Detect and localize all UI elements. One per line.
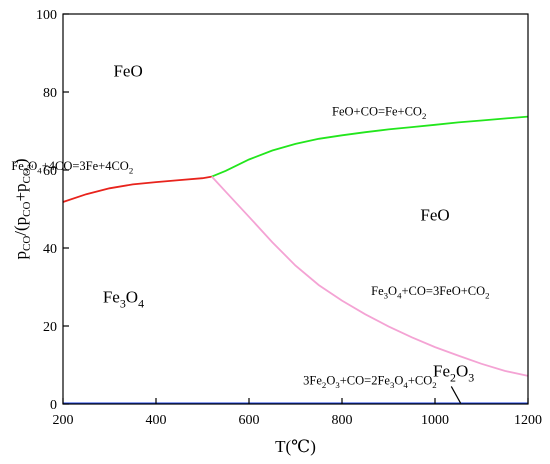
annotation-region-feo-top: FeO <box>113 61 142 80</box>
x-tick-label: 800 <box>332 413 353 428</box>
y-label-sub-co-2: CO <box>21 201 33 216</box>
series-fe3o4-fe <box>62 175 212 203</box>
annotation-region-fe3o4: Fe3O4 <box>103 288 144 311</box>
x-tick-label: 200 <box>53 413 74 428</box>
series-fe3o4-feo <box>211 175 529 377</box>
y-label-close: ) <box>11 159 30 165</box>
y-tick-label: 0 <box>50 398 57 413</box>
series-fe2o3-boundary <box>450 386 462 404</box>
y-label-plus: +p <box>11 183 30 201</box>
y-tick-label: 40 <box>43 242 57 257</box>
annotation-reaction-feo-fe: FeO+CO=Fe+CO2 <box>332 104 426 121</box>
y-label-sub-co-3: CO <box>21 168 33 183</box>
x-tick-label: 1200 <box>514 413 542 428</box>
y-label-p: p <box>11 251 30 260</box>
x-tick-label: 400 <box>146 413 167 428</box>
annotation-reaction-fe3o4-fe: Fe3O4+4CO=3Fe+4CO2 <box>11 159 133 176</box>
y-tick-label: 100 <box>36 8 57 23</box>
series-feo-fe <box>211 115 529 178</box>
annotation-region-feo-right: FeO <box>420 206 449 225</box>
annotation-region-fe2o3: Fe2O3 <box>433 362 474 385</box>
series-layer <box>62 115 529 405</box>
y-tick-label: 80 <box>43 86 57 101</box>
annotation-reaction-fe2o3-fe3o4: 3Fe2O3+CO=2Fe3O4+CO2 <box>303 374 436 391</box>
y-label-mid: /(p <box>11 217 30 236</box>
y-label-sub-co: CO <box>21 236 33 251</box>
annotation-reaction-fe3o4-feo: Fe3O4+CO=3FeO+CO2 <box>371 284 489 301</box>
x-tick-label: 1000 <box>421 413 449 428</box>
y-axis-label: pCO/(pCO+pCO2) <box>11 159 35 260</box>
y-label-sub-2: 2 <box>26 164 35 168</box>
x-tick-label: 600 <box>239 413 260 428</box>
annotation-layer: FeO FeO Fe3O4 Fe2O3 Fe3O4+4CO=3Fe+4CO2 FeO+CO… <box>11 61 489 390</box>
plot-frame <box>62 13 529 405</box>
ticks-layer: 200 400 600 800 1000 1200 0 20 40 60 80 100 <box>36 8 542 428</box>
y-tick-label: 20 <box>43 320 57 335</box>
x-axis-label: T(℃) <box>275 437 316 456</box>
y-tick-label: 60 <box>43 164 57 179</box>
